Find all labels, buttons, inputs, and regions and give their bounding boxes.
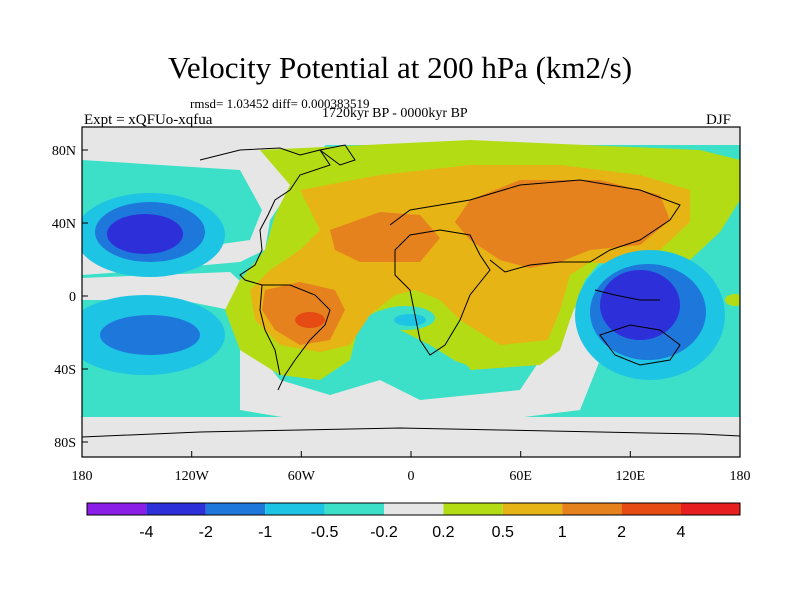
lat-tick-label: 40S <box>54 363 76 378</box>
coastlines <box>82 144 740 438</box>
colorbar-label: 1 <box>558 524 567 541</box>
australia-coast <box>599 324 681 366</box>
lon-tick-label: 60E <box>509 469 532 484</box>
colorbar-label: -1 <box>258 524 272 541</box>
eurasia-coast <box>389 179 681 273</box>
colorbar-label: -4 <box>139 524 153 541</box>
colorbar-box <box>324 503 384 515</box>
colorbar-box <box>681 503 740 515</box>
lon-tick-label: 120W <box>175 469 210 484</box>
antarctic-neutral-band <box>82 417 740 457</box>
colorbar-box <box>621 503 681 515</box>
stats-line: rmsd= 1.03452 diff= 0.000383519 <box>190 96 370 111</box>
indonesia-coast <box>594 289 660 301</box>
africa-coast <box>394 229 491 356</box>
lat-tick-label: 0 <box>69 290 76 305</box>
lat-tick-label: 80S <box>54 436 76 451</box>
colorbar-label: -2 <box>199 524 213 541</box>
colorbar-box <box>562 503 622 515</box>
colorbar-box <box>265 503 325 515</box>
north-pacific-low-core <box>107 214 183 254</box>
north-america-neutral <box>82 140 330 275</box>
colorbar-label: 4 <box>677 524 686 541</box>
lat-tick-label: 40N <box>52 217 76 232</box>
south-america-west-coast <box>259 284 281 376</box>
south-america-coast <box>262 284 331 391</box>
arctic-neutral-band <box>82 127 740 145</box>
colorbar-frame <box>86 502 741 516</box>
south-pacific-low-core <box>100 315 200 355</box>
maritime-low-core <box>600 270 680 340</box>
south-america-peak <box>295 312 325 328</box>
colorbar-label: 0.5 <box>492 524 514 541</box>
colorbar-box <box>502 503 563 515</box>
experiment-label: Expt = xQFUo-xqfua <box>84 112 213 128</box>
south-atlantic-low-core <box>394 314 426 326</box>
eurasia-max <box>455 180 670 268</box>
period-label: 1720kyr BP - 0000kyr BP <box>322 106 468 121</box>
colorbar-box <box>443 503 503 515</box>
colorbar-box <box>205 503 266 515</box>
colorbar-label: -0.2 <box>370 524 398 541</box>
colorbar-label: -0.5 <box>311 524 339 541</box>
lon-tick-label: 60W <box>288 469 316 484</box>
atlantic-max <box>330 212 440 262</box>
chart-title: Velocity Potential at 200 hPa (km2/s) <box>167 50 633 85</box>
greenland-coast <box>318 144 356 166</box>
colorbar-label: 0.2 <box>432 524 454 541</box>
lon-tick-label: 0 <box>408 469 415 484</box>
colorbar <box>87 503 740 515</box>
lon-tick-label: 180 <box>730 469 751 484</box>
antarctica-coast <box>82 427 740 438</box>
colorbar-box <box>87 503 147 515</box>
lon-tick-label: 120E <box>616 469 646 484</box>
colorbar-box <box>384 503 444 515</box>
southern-neutral <box>240 280 620 420</box>
north-america-coast <box>199 147 331 286</box>
south-indian-low <box>410 360 470 380</box>
season-label: DJF <box>706 112 732 128</box>
map-field <box>82 127 740 457</box>
lon-tick-label: 180 <box>72 469 93 484</box>
lat-tick-label: 80N <box>52 144 76 159</box>
colorbar-box <box>146 503 206 515</box>
colorbar-label: 2 <box>617 524 626 541</box>
equatorial-pacific-neutral <box>82 272 250 312</box>
tick-marks <box>81 149 741 457</box>
east-edge-positive <box>725 294 740 306</box>
